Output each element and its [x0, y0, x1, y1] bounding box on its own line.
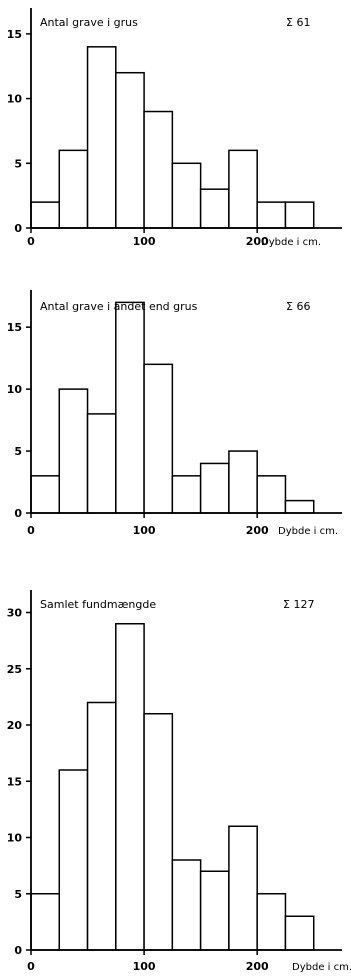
- y-tick-label: 15: [7, 321, 22, 334]
- x-tick-label: 100: [133, 235, 156, 248]
- y-tick-label: 0: [14, 944, 22, 957]
- x-tick-label: 200: [246, 235, 269, 248]
- histogram-bar: [228, 149, 258, 229]
- sum-annotation: Σ 127: [283, 598, 314, 611]
- histogram-bar: [115, 623, 145, 951]
- y-tick-label: 0: [14, 222, 22, 235]
- histogram-bar: [86, 413, 117, 514]
- y-tick-label: 20: [7, 719, 23, 732]
- y-tick-label: 10: [7, 93, 23, 106]
- histogram-bar: [256, 475, 287, 514]
- chart-title: Antal grave i grus: [40, 16, 138, 29]
- histogram-bar: [171, 162, 202, 229]
- y-tick-label: 5: [14, 157, 22, 170]
- histogram-bar: [115, 301, 145, 514]
- sum-annotation: Σ 61: [286, 16, 310, 29]
- chart-panel-1: 0 5 10 15 0 100 200 Antal grave i grus Σ 61 Dybde…: [7, 8, 342, 248]
- chart-panel-2: 0 5 10 15 0 100 200 Antal grave i andet end gru…: [7, 290, 342, 537]
- histogram-bar: [30, 893, 61, 951]
- histogram-bar: [228, 450, 258, 514]
- histogram-bar: [256, 201, 287, 229]
- y-tick-label: 5: [14, 445, 22, 458]
- histogram-bar: [284, 499, 315, 514]
- histogram-bar: [58, 388, 89, 514]
- x-axis-label: Dybde i cm.: [292, 962, 351, 973]
- histogram-bar: [199, 188, 230, 229]
- histogram-bar: [58, 149, 89, 229]
- histogram-bar: [143, 110, 174, 229]
- histogram-bar: [171, 475, 202, 514]
- x-tick-label: 200: [246, 960, 269, 973]
- y-tick-label: 5: [14, 888, 22, 901]
- y-tick-label: 15: [7, 28, 22, 41]
- x-axis-label: Dybde i cm.: [278, 526, 338, 537]
- histogram-bar: [228, 825, 258, 951]
- x-tick-label: 100: [133, 524, 156, 537]
- histogram-bar: [199, 462, 230, 514]
- x-tick-label: 100: [133, 960, 156, 973]
- chart-title: Antal grave i andet end grus: [40, 300, 198, 313]
- histogram-bar: [30, 201, 61, 229]
- histogram-bar: [30, 475, 61, 514]
- x-tick-label: 0: [27, 524, 35, 537]
- chart-title: Samlet fundmængde: [40, 598, 156, 611]
- y-tick-label: 25: [7, 663, 22, 676]
- histogram-bar: [284, 201, 315, 229]
- y-tick-label: 0: [14, 507, 22, 520]
- histogram-bar: [284, 915, 315, 951]
- y-tick-label: 10: [7, 832, 23, 845]
- histogram-bar: [256, 893, 287, 951]
- histogram-bar: [86, 46, 117, 229]
- chart-panel-3: 0 5 10 15 20 25 30 0 100 200 Samlet fundmængde Σ 12…: [7, 590, 351, 973]
- histogram-bar: [58, 769, 89, 951]
- sum-annotation: Σ 66: [286, 300, 310, 313]
- histogram-bar: [86, 701, 117, 951]
- histogram-bar: [171, 859, 202, 951]
- histogram-bar: [115, 71, 145, 229]
- histogram-bar: [199, 870, 230, 951]
- x-tick-label: 0: [27, 960, 35, 973]
- x-tick-label: 0: [27, 235, 35, 248]
- x-tick-label: 200: [246, 524, 269, 537]
- y-tick-label: 15: [7, 775, 22, 788]
- histogram-bar: [143, 363, 174, 514]
- y-tick-label: 10: [7, 383, 23, 396]
- x-axis-label: Dybde i cm.: [261, 237, 321, 248]
- histogram-bar: [143, 713, 174, 951]
- y-tick-label: 30: [7, 607, 23, 620]
